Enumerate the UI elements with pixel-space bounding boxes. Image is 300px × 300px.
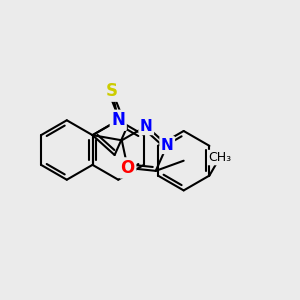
Text: N: N: [111, 111, 125, 129]
Text: O: O: [121, 159, 135, 177]
Text: CH₃: CH₃: [208, 151, 231, 164]
Text: N: N: [140, 119, 153, 134]
Text: S: S: [106, 82, 118, 100]
Text: N: N: [161, 138, 174, 153]
